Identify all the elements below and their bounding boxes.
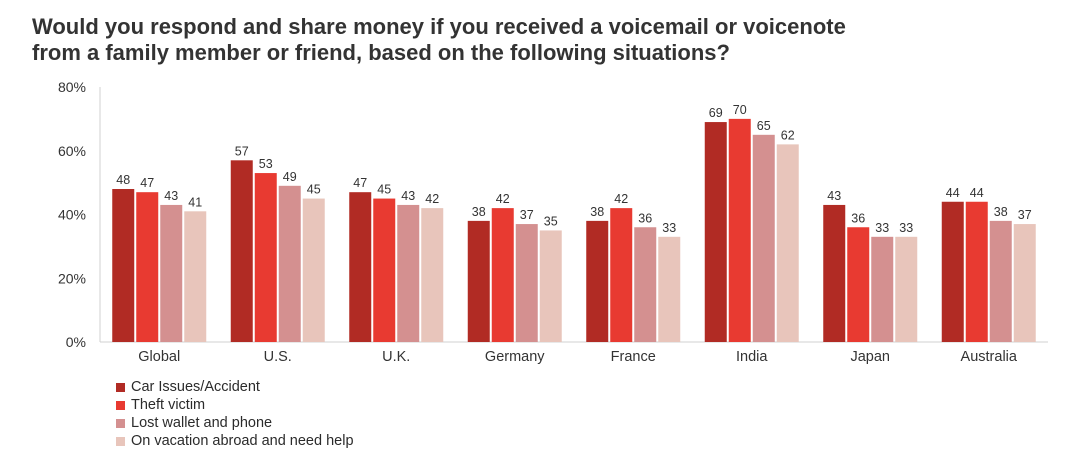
- data-label-germany-on-vacation-abroad-and-need-help: 35: [544, 214, 558, 228]
- data-label-japan-theft-victim: 36: [851, 211, 865, 225]
- chart-title-line-1: Would you respond and share money if you…: [32, 14, 846, 39]
- data-label-germany-theft-victim: 42: [496, 192, 510, 206]
- bar-france-lost-wallet-and-phone: [634, 227, 657, 342]
- bar-germany-lost-wallet-and-phone: [515, 224, 538, 342]
- bar-india-car-issues-accident: [704, 122, 727, 342]
- y-tick-label-40: 40%: [58, 207, 86, 223]
- data-label-india-on-vacation-abroad-and-need-help: 62: [781, 128, 795, 142]
- data-label-australia-theft-victim: 44: [970, 186, 984, 200]
- chart-title-line-2: from a family member or friend, based on…: [32, 40, 730, 65]
- bar-france-theft-victim: [610, 208, 633, 342]
- data-label-japan-car-issues-accident: 43: [827, 189, 841, 203]
- bar-u-k-on-vacation-abroad-and-need-help: [421, 208, 444, 342]
- legend-label-vacation: On vacation abroad and need help: [131, 433, 354, 449]
- x-tick-label-u-s: U.S.: [264, 349, 292, 365]
- data-label-france-theft-victim: 42: [614, 192, 628, 206]
- bar-germany-on-vacation-abroad-and-need-help: [539, 230, 562, 342]
- data-label-france-car-issues-accident: 38: [590, 205, 604, 219]
- legend-swatch-theft-victim: [116, 400, 125, 410]
- y-tick-label-0: 0%: [66, 334, 86, 350]
- legend-swatch-lost-wallet: [116, 418, 125, 428]
- x-tick-label-japan: Japan: [850, 349, 890, 365]
- y-tick-label-20: 20%: [58, 270, 86, 286]
- bar-france-car-issues-accident: [586, 220, 609, 342]
- y-tick-label-60: 60%: [58, 143, 86, 159]
- bar-global-on-vacation-abroad-and-need-help: [184, 211, 207, 342]
- data-label-global-lost-wallet-and-phone: 43: [164, 189, 178, 203]
- data-label-germany-lost-wallet-and-phone: 37: [520, 208, 534, 222]
- bar-france-on-vacation-abroad-and-need-help: [658, 236, 681, 342]
- legend-item-vacation: On vacation abroad and need help: [116, 432, 354, 450]
- bar-germany-car-issues-accident: [467, 220, 490, 342]
- bar-australia-theft-victim: [965, 201, 988, 342]
- bar-u-k-lost-wallet-and-phone: [397, 204, 420, 342]
- data-label-u-s-on-vacation-abroad-and-need-help: 45: [307, 183, 321, 197]
- data-label-u-k-lost-wallet-and-phone: 43: [401, 189, 415, 203]
- bar-australia-car-issues-accident: [941, 201, 964, 342]
- bar-u-s-on-vacation-abroad-and-need-help: [302, 198, 325, 342]
- bar-germany-theft-victim: [491, 208, 514, 342]
- data-label-india-theft-victim: 70: [733, 103, 747, 117]
- data-label-australia-on-vacation-abroad-and-need-help: 37: [1018, 208, 1032, 222]
- data-label-germany-car-issues-accident: 38: [472, 205, 486, 219]
- data-label-australia-lost-wallet-and-phone: 38: [994, 205, 1008, 219]
- legend-label-lost-wallet: Lost wallet and phone: [131, 415, 273, 431]
- data-label-u-k-on-vacation-abroad-and-need-help: 42: [425, 192, 439, 206]
- bar-japan-theft-victim: [847, 227, 870, 342]
- bar-chart: 0% 20% 40% 60% 80% 48 47 43 41 Global 57 53 49 45 U.S.…: [58, 79, 1048, 365]
- legend-label-car-issues: Car Issues/Accident: [131, 379, 260, 395]
- x-tick-label-france: France: [611, 349, 656, 365]
- data-label-japan-on-vacation-abroad-and-need-help: 33: [899, 221, 913, 235]
- bar-global-car-issues-accident: [112, 189, 135, 342]
- data-label-u-k-theft-victim: 45: [377, 183, 391, 197]
- data-label-france-lost-wallet-and-phone: 36: [638, 211, 652, 225]
- bar-india-theft-victim: [728, 118, 751, 342]
- data-label-global-theft-victim: 47: [140, 176, 154, 190]
- bar-japan-on-vacation-abroad-and-need-help: [895, 236, 918, 342]
- legend-item-theft-victim: Theft victim: [116, 396, 354, 414]
- chart-title: Would you respond and share money if you…: [32, 14, 1062, 66]
- x-tick-label-india: India: [736, 349, 768, 365]
- data-label-japan-lost-wallet-and-phone: 33: [875, 221, 889, 235]
- bar-japan-car-issues-accident: [823, 204, 846, 342]
- bar-india-on-vacation-abroad-and-need-help: [776, 144, 799, 342]
- data-label-india-lost-wallet-and-phone: 65: [757, 119, 771, 133]
- bar-global-lost-wallet-and-phone: [160, 204, 183, 342]
- legend: Car Issues/Accident Theft victim Lost wa…: [116, 378, 354, 450]
- bar-global-theft-victim: [136, 192, 159, 342]
- legend-swatch-car-issues: [116, 382, 125, 392]
- x-tick-label-u-k: U.K.: [382, 349, 410, 365]
- bar-u-s-car-issues-accident: [230, 160, 253, 342]
- bar-australia-lost-wallet-and-phone: [989, 220, 1012, 342]
- data-label-u-s-lost-wallet-and-phone: 49: [283, 170, 297, 184]
- data-label-australia-car-issues-accident: 44: [946, 186, 960, 200]
- bar-u-k-theft-victim: [373, 198, 396, 342]
- data-label-u-s-car-issues-accident: 57: [235, 144, 249, 158]
- data-label-global-on-vacation-abroad-and-need-help: 41: [188, 195, 202, 209]
- legend-label-theft-victim: Theft victim: [131, 397, 206, 413]
- x-tick-label-australia: Australia: [961, 349, 1018, 365]
- y-tick-label-80: 80%: [58, 79, 86, 95]
- bar-u-s-lost-wallet-and-phone: [278, 185, 301, 342]
- data-label-u-s-theft-victim: 53: [259, 157, 273, 171]
- bar-australia-on-vacation-abroad-and-need-help: [1013, 224, 1036, 342]
- legend-swatch-vacation: [116, 436, 125, 446]
- x-tick-label-global: Global: [138, 349, 180, 365]
- bar-japan-lost-wallet-and-phone: [871, 236, 894, 342]
- legend-item-lost-wallet: Lost wallet and phone: [116, 414, 354, 432]
- x-tick-label-germany: Germany: [485, 349, 545, 365]
- bar-india-lost-wallet-and-phone: [752, 134, 775, 342]
- data-label-india-car-issues-accident: 69: [709, 106, 723, 120]
- bar-u-k-car-issues-accident: [349, 192, 372, 342]
- data-label-global-car-issues-accident: 48: [116, 173, 130, 187]
- bar-u-s-theft-victim: [254, 173, 277, 342]
- data-label-france-on-vacation-abroad-and-need-help: 33: [662, 221, 676, 235]
- data-label-u-k-car-issues-accident: 47: [353, 176, 367, 190]
- legend-item-car-issues: Car Issues/Accident: [116, 378, 354, 396]
